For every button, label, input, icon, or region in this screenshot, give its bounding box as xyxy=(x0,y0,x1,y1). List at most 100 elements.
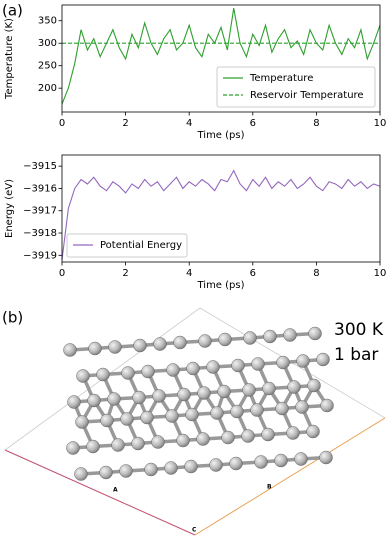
atom xyxy=(209,458,223,472)
atom xyxy=(294,452,308,466)
x-tick-label: 4 xyxy=(186,268,192,279)
atom xyxy=(221,430,235,445)
atom xyxy=(287,380,301,394)
atom xyxy=(74,467,88,481)
plot-frame xyxy=(61,4,381,113)
atom xyxy=(306,424,320,439)
x-tick-label: 0 xyxy=(59,268,65,279)
atom xyxy=(177,387,191,402)
atom xyxy=(153,337,167,351)
data-line xyxy=(61,169,381,260)
x-tick-label: 10 xyxy=(374,268,387,279)
atom xyxy=(262,381,276,396)
atom xyxy=(120,412,134,426)
legend-label: Temperature xyxy=(249,73,313,84)
atom xyxy=(320,398,334,413)
atom xyxy=(197,386,211,400)
axis-label: C xyxy=(192,527,197,534)
x-axis-label: Time (ps) xyxy=(196,130,244,141)
atom xyxy=(295,400,309,414)
legend-box xyxy=(66,233,188,258)
atom xyxy=(230,404,244,419)
atom xyxy=(296,354,310,368)
atom xyxy=(243,331,257,345)
pressure-condition: 1 bar xyxy=(334,345,378,365)
legend-label: Reservoir Temperature xyxy=(250,90,364,101)
legend-box xyxy=(216,66,376,108)
atom xyxy=(173,335,187,350)
atom xyxy=(316,352,330,367)
atom xyxy=(283,328,297,342)
atom xyxy=(99,465,113,480)
plot-frame xyxy=(61,154,381,263)
atom xyxy=(308,326,322,341)
atom xyxy=(144,462,158,477)
x-tick-label: 6 xyxy=(250,118,256,129)
atom xyxy=(319,450,333,465)
atom xyxy=(96,367,110,382)
atom xyxy=(166,363,180,377)
x-tick-label: 10 xyxy=(374,118,387,129)
x-tick-label: 2 xyxy=(122,118,128,129)
y-tick-label: −3919 xyxy=(23,250,57,261)
atom xyxy=(66,441,80,455)
x-tick-label: 0 xyxy=(59,118,65,129)
y-axis-label: Temperature (K) xyxy=(4,18,15,100)
atom xyxy=(217,384,231,399)
atom xyxy=(132,390,146,405)
atom xyxy=(100,413,114,428)
temperature-condition: 300 K xyxy=(334,320,384,340)
atom xyxy=(131,436,145,451)
atom xyxy=(261,427,275,442)
atom xyxy=(75,415,89,429)
atom xyxy=(254,455,268,469)
atom xyxy=(198,334,212,348)
atom xyxy=(140,410,154,425)
structure xyxy=(63,326,334,481)
atom xyxy=(67,395,81,409)
y-axis-label: Energy (eV) xyxy=(4,179,15,238)
axis-label: B xyxy=(267,484,272,491)
atom xyxy=(88,341,102,356)
atom xyxy=(263,329,277,344)
y-tick-label: −3917 xyxy=(23,206,57,217)
atom xyxy=(133,338,147,353)
atom xyxy=(121,366,135,380)
atom xyxy=(141,364,155,379)
atom xyxy=(185,407,199,422)
atom xyxy=(241,429,255,443)
atom xyxy=(108,340,122,354)
y-tick-label: −3915 xyxy=(23,161,57,172)
x-tick-label: 8 xyxy=(313,268,319,279)
x-tick-label: 4 xyxy=(186,118,192,129)
atom xyxy=(206,360,220,374)
panel-label: (b) xyxy=(2,309,23,327)
atom xyxy=(196,432,210,446)
atom xyxy=(210,406,224,420)
atom xyxy=(231,358,245,373)
atom xyxy=(286,426,300,440)
data-line xyxy=(61,8,381,105)
atom xyxy=(176,433,190,448)
atom xyxy=(119,464,133,478)
atom xyxy=(242,383,256,397)
y-tick-label: 200 xyxy=(38,83,57,94)
x-tick-label: 2 xyxy=(122,268,128,279)
atom xyxy=(164,461,178,475)
atom xyxy=(307,378,321,393)
axis-label: A xyxy=(113,487,118,494)
x-tick-label: 6 xyxy=(250,268,256,279)
y-tick-label: −3918 xyxy=(23,228,57,239)
atom xyxy=(151,435,165,449)
atom xyxy=(251,357,265,371)
atom xyxy=(111,438,125,452)
atom xyxy=(184,459,198,474)
atom xyxy=(63,343,77,357)
atom xyxy=(274,453,288,468)
atom xyxy=(107,392,121,406)
atom xyxy=(165,409,179,423)
atom xyxy=(87,393,101,408)
y-tick-label: 250 xyxy=(38,61,57,72)
